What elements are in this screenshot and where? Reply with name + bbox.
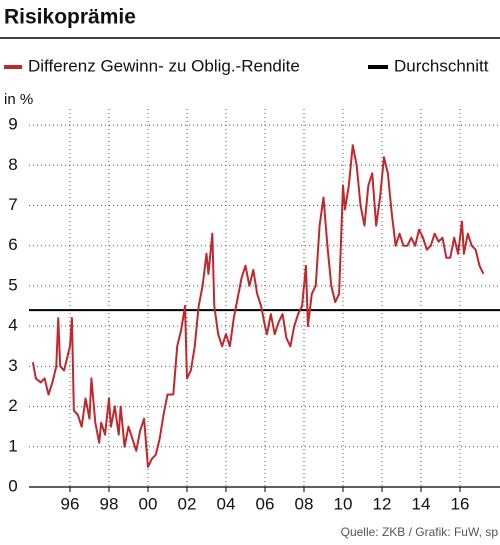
y-tick-label: 0	[8, 476, 17, 495]
y-tick-label: 2	[8, 396, 17, 415]
y-tick-label: 3	[8, 356, 17, 375]
chart-title: Risikoprämie	[4, 6, 136, 29]
x-tick-label: 06	[256, 494, 275, 513]
x-tick-label: 16	[451, 494, 470, 513]
y-tick-label: 5	[8, 275, 17, 294]
legend-label: Differenz Gewinn- zu Oblig.-Rendite	[28, 56, 300, 75]
x-tick-label: 04	[217, 494, 236, 513]
y-tick-label: 6	[8, 235, 17, 254]
legend-label: Durchschnitt	[394, 56, 489, 75]
x-tick-label: 98	[100, 494, 119, 513]
y-tick-label: 9	[8, 115, 17, 134]
x-tick-label: 14	[412, 494, 431, 513]
source: Quelle: ZKB / Grafik: FuW, sp	[341, 525, 499, 539]
y-tick-label: 4	[8, 316, 17, 335]
x-tick-label: 10	[334, 494, 353, 513]
x-tick-label: 08	[295, 494, 314, 513]
data-line	[31, 144, 485, 468]
y-tick-label: 8	[8, 155, 17, 174]
y-tick-label: 7	[8, 195, 17, 214]
x-tick-label: 00	[139, 494, 158, 513]
y-tick-label: 1	[8, 436, 17, 455]
x-tick-label: 12	[373, 494, 392, 513]
x-tick-label: 96	[60, 494, 79, 513]
y-axis-label: in %	[4, 91, 33, 108]
x-tick-label: 02	[178, 494, 197, 513]
